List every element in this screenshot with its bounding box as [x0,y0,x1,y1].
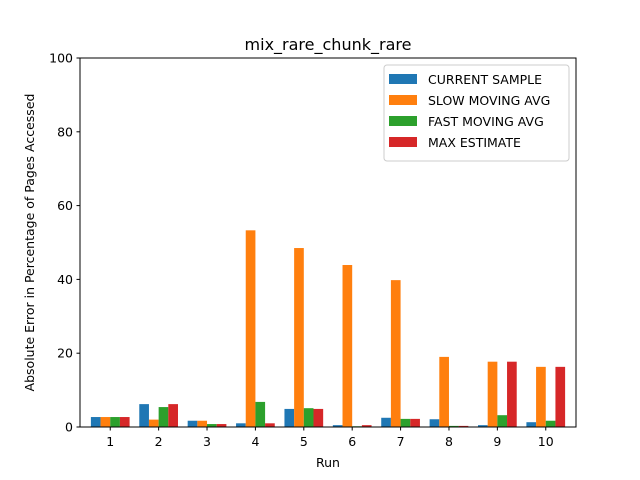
bar [110,417,120,427]
x-tick-label: 10 [538,434,554,449]
bar [526,422,537,427]
x-tick-label: 6 [348,434,356,449]
legend-label: MAX ESTIMATE [428,135,521,150]
bar [497,415,508,427]
bar [555,366,566,427]
x-tick-label: 4 [251,434,259,449]
x-axis-label: Run [316,455,340,470]
legend-swatch [389,95,417,105]
bar [536,366,546,427]
bar [265,423,275,427]
bar [487,361,498,427]
bar [381,417,391,427]
x-tick-label: 7 [397,434,405,449]
bar [303,408,314,427]
bar [245,230,256,427]
bar [410,418,420,427]
bar [439,356,449,427]
y-axis: 0 20 40 60 80 100 [49,51,80,435]
bar [100,417,111,427]
legend-label: FAST MOVING AVG [428,114,544,129]
legend-label: SLOW MOVING AVG [428,93,550,108]
bar [313,408,324,427]
bar [478,425,488,427]
bar [207,424,217,427]
x-axis: 1 2 3 4 5 6 7 8 9 10 [106,427,554,449]
legend-swatch [389,74,417,84]
y-tick-label: 60 [57,198,73,213]
bar [187,420,198,427]
y-tick-label: 40 [57,272,73,287]
y-tick-label: 100 [49,51,73,66]
y-tick-label: 0 [65,420,73,435]
bar [236,423,246,427]
x-tick-label: 3 [203,434,211,449]
legend: CURRENT SAMPLE SLOW MOVING AVG FAST MOVING… [383,64,570,162]
legend-swatch [389,137,417,147]
legend-label: CURRENT SAMPLE [428,72,542,87]
bar [158,407,169,427]
bar [119,417,130,427]
x-tick-label: 9 [493,434,501,449]
bar [545,420,556,427]
chart-title: mix_rare_chunk_rare [245,35,412,55]
bar [332,425,343,427]
bar [168,404,178,427]
x-tick-label: 8 [445,434,453,449]
bar [90,417,101,427]
bar [342,265,353,427]
plot-frame [79,57,577,428]
bar [400,418,411,427]
bar [255,401,266,427]
bar [216,424,227,427]
x-tick-label: 2 [155,434,163,449]
bar [458,425,469,427]
bar [284,408,295,427]
y-tick-label: 80 [57,124,73,139]
y-axis-label: Absolute Error in Percentage of Pages Ac… [22,94,37,392]
x-tick-label: 1 [106,434,114,449]
bar [429,419,440,427]
bar [197,420,208,427]
bar [507,361,517,427]
legend-frame [383,64,570,162]
bar [139,404,149,427]
bar [148,419,159,427]
bar [448,425,459,427]
bar [361,425,372,427]
bar [390,280,401,427]
y-tick-label: 20 [57,346,73,361]
bars-layer [90,230,566,427]
x-tick-label: 5 [300,434,308,449]
legend-swatch [389,116,417,126]
bar [294,248,304,427]
